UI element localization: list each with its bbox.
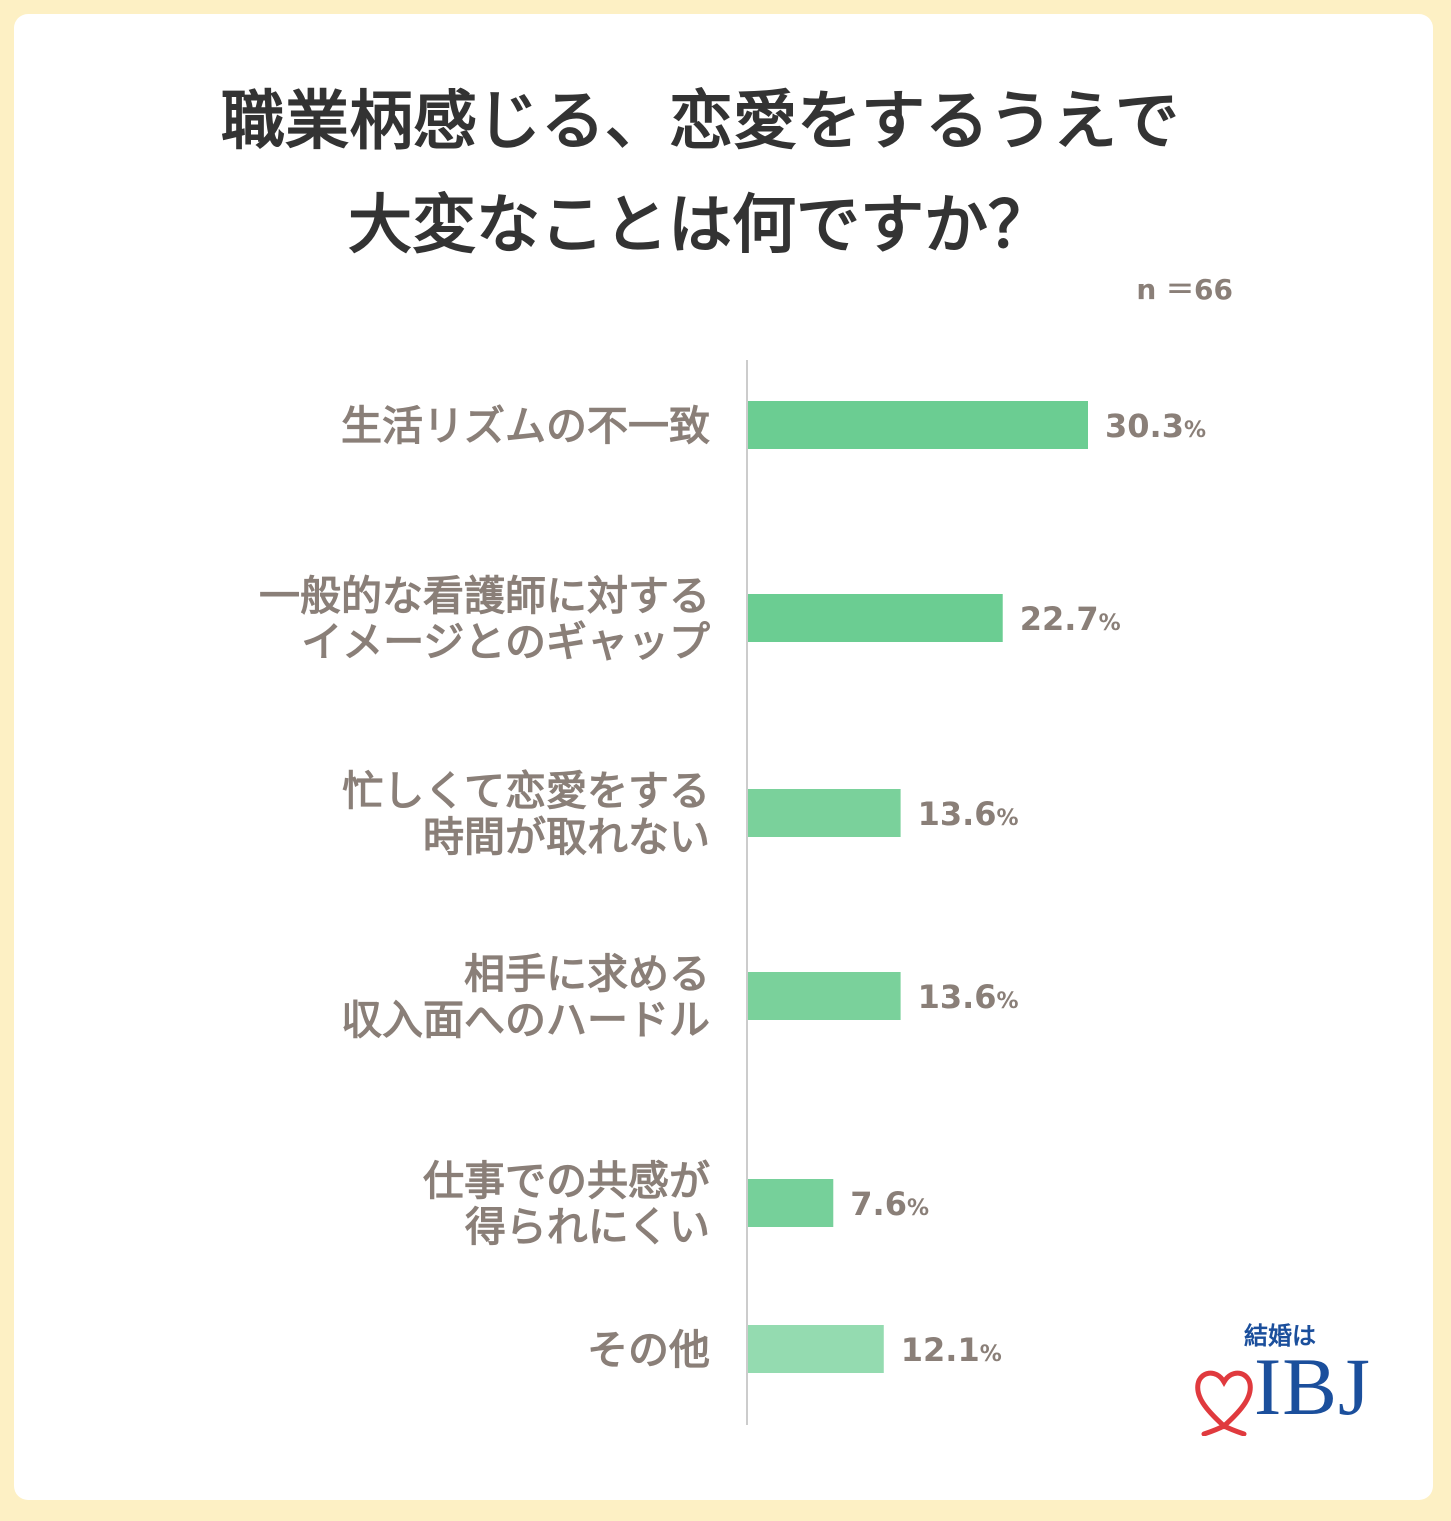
value-unit: % [997,989,1019,1014]
value-number: 12.1 [901,1331,980,1369]
value-unit: % [1099,611,1121,636]
category-label: 一般的な看護師に対する [259,572,710,620]
logo-tagline: 結婚は [1244,1321,1316,1350]
bar [748,594,1003,642]
category-label: その他 [587,1326,710,1374]
bar [748,1179,834,1227]
title-line-2: 大変なことは何ですか？ [348,189,1052,263]
value-label: 12.1% [901,1331,1002,1369]
value-number: 13.6 [918,795,997,833]
bar [748,401,1088,449]
chart-card [14,14,1433,1500]
title-line-1: 職業柄感じる、恋愛をするうえで [220,85,1180,159]
value-label: 7.6% [850,1185,929,1223]
value-label: 30.3% [1105,407,1206,445]
value-unit: % [907,1196,929,1221]
ibj-logo: 結婚は IBJ [1186,1310,1386,1450]
heart-icon [1195,1370,1253,1436]
value-number: 7.6 [850,1185,907,1223]
category-label: 相手に求める [464,950,710,998]
value-number: 22.7 [1020,600,1099,638]
value-unit: % [980,1342,1002,1367]
value-number: 30.3 [1105,407,1184,445]
category-label: 時間が取れない [423,813,710,861]
category-label: 仕事での共感が [423,1157,710,1205]
bar [748,1325,884,1373]
category-label: イメージとのギャップ [301,618,710,666]
value-label: 13.6% [918,795,1019,833]
value-unit: % [997,806,1019,831]
bar [748,972,901,1020]
value-unit: % [1184,418,1206,443]
logo-brand: IBJ [1254,1341,1371,1432]
value-label: 13.6% [918,978,1019,1016]
category-label: 得られにくい [465,1203,710,1251]
category-label: 忙しくて恋愛をする [342,767,710,815]
value-number: 13.6 [918,978,997,1016]
category-label: 収入面へのハードル [341,996,710,1044]
bar [748,789,901,837]
chart-title: 職業柄感じる、恋愛をするうえで 大変なことは何ですか？ [0,70,1400,278]
sample-size: n ＝66 [1136,273,1233,306]
category-label: 生活リズムの不一致 [341,402,710,450]
value-label: 22.7% [1020,600,1121,638]
